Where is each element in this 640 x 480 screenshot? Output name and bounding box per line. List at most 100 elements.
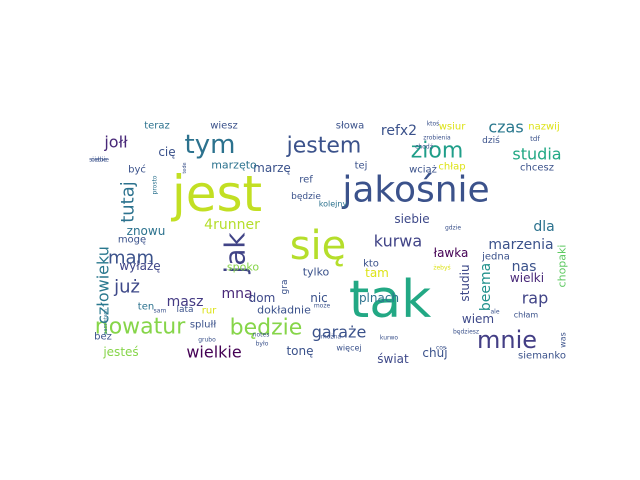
word-66: będzie: [291, 192, 321, 202]
word-95: ale: [490, 309, 499, 316]
word-68: kto: [363, 259, 379, 270]
word-46: wiem: [462, 312, 494, 326]
word-23: garaże: [312, 323, 367, 342]
word-72: ten: [138, 302, 154, 313]
word-75: gra: [280, 280, 290, 295]
word-61: dziś: [482, 135, 500, 146]
word-62: chłap: [438, 162, 465, 173]
word-2: jakośnie: [341, 170, 489, 211]
word-44: jesteś: [102, 345, 138, 359]
word-4: jak: [219, 232, 252, 275]
word-1: jest: [171, 165, 262, 223]
word-16: czas: [488, 118, 523, 137]
word-41: chuj: [422, 346, 447, 360]
word-81: zrobienia: [423, 135, 451, 142]
word-83: siebie: [89, 157, 107, 164]
word-73: bez: [94, 332, 112, 343]
word-67: kolejny: [319, 200, 348, 209]
word-87: grubo: [198, 337, 216, 344]
word-45: ławka: [434, 246, 469, 260]
word-3: się: [290, 223, 347, 269]
word-6: będzie: [230, 316, 303, 341]
word-84: prosto: [152, 175, 159, 194]
word-38: studiu: [458, 264, 472, 301]
word-7: mnie: [477, 326, 537, 354]
word-99: sam: [154, 308, 167, 315]
word-24: beema: [478, 263, 494, 311]
word-60: wciąż: [409, 165, 437, 176]
word-97: ciebie: [91, 157, 109, 164]
word-51: siemanko: [518, 351, 566, 362]
word-5: nowatur: [95, 315, 186, 340]
word-17: jołł: [103, 133, 128, 152]
word-90: może: [314, 303, 331, 310]
word-47: marzęto: [211, 159, 257, 172]
word-53: teraz: [144, 121, 170, 132]
word-31: cię: [158, 145, 175, 159]
word-74: lata: [176, 305, 193, 315]
word-19: już: [113, 277, 140, 298]
word-78: więcej: [336, 344, 361, 353]
word-55: słowa: [336, 121, 364, 132]
word-58: tej: [355, 161, 368, 172]
word-13: kurwa: [374, 232, 422, 251]
word-88: było: [256, 341, 269, 348]
word-12: wielkie: [186, 343, 241, 362]
word-20: masz: [167, 294, 204, 310]
word-76: chłam: [514, 311, 539, 320]
word-10: ziom: [411, 139, 464, 164]
word-39: plnach: [359, 291, 399, 305]
word-71: splułł: [190, 320, 217, 331]
word-49: dokładnie: [257, 304, 311, 317]
word-82: chodź: [415, 144, 433, 151]
word-11: mam: [108, 248, 154, 269]
word-48: spoko: [227, 261, 259, 274]
word-37: wielki: [510, 271, 544, 285]
word-52: chopaki: [556, 245, 569, 288]
word-8: tym: [185, 130, 236, 160]
word-15: studia: [512, 145, 561, 164]
word-43: tonę: [286, 344, 313, 358]
word-35: nic: [310, 291, 328, 305]
word-92: kurwo: [380, 335, 398, 342]
word-26: dla: [533, 219, 554, 235]
word-85: tede: [182, 162, 188, 173]
word-63: być: [128, 164, 146, 176]
word-25: nas: [512, 259, 537, 275]
word-50: tylko: [303, 266, 330, 279]
word-33: marzę: [253, 161, 291, 175]
word-34: tam: [365, 266, 389, 280]
word-40: siebie: [394, 212, 429, 226]
word-54: wiesz: [210, 121, 238, 132]
word-79: tdf: [530, 135, 540, 143]
word-28: 4runner: [204, 217, 260, 233]
word-59: chcesz: [520, 163, 554, 174]
word-0: tak: [349, 270, 431, 330]
word-93: żebyś: [433, 265, 450, 272]
word-91: notes: [253, 332, 270, 339]
word-65: ref: [299, 175, 313, 186]
word-98: gdzie: [445, 225, 461, 232]
word-30: znowu: [127, 224, 166, 238]
word-80: ktoś: [427, 121, 440, 128]
word-29: mną: [221, 286, 252, 302]
word-14: marzenia: [488, 237, 553, 253]
word-89: można: [321, 334, 341, 341]
word-36: dom: [249, 291, 276, 305]
word-18: tutaj: [118, 181, 139, 223]
word-94: będziesz: [453, 329, 479, 336]
word-21: rap: [522, 289, 549, 308]
word-69: jedna: [481, 252, 510, 263]
word-70: rur: [202, 306, 217, 317]
word-22: człowieku: [94, 246, 113, 324]
word-77: was: [559, 332, 568, 348]
word-9: jestem: [286, 134, 362, 159]
word-32: wyłażę: [119, 259, 160, 273]
word-27: refx2: [381, 123, 417, 139]
word-96: cos: [436, 345, 446, 352]
word-86: pamiętam: [103, 309, 109, 335]
word-64: mogę: [118, 235, 146, 246]
word-56: wsiur: [439, 122, 467, 133]
word-42: świat: [377, 352, 409, 366]
